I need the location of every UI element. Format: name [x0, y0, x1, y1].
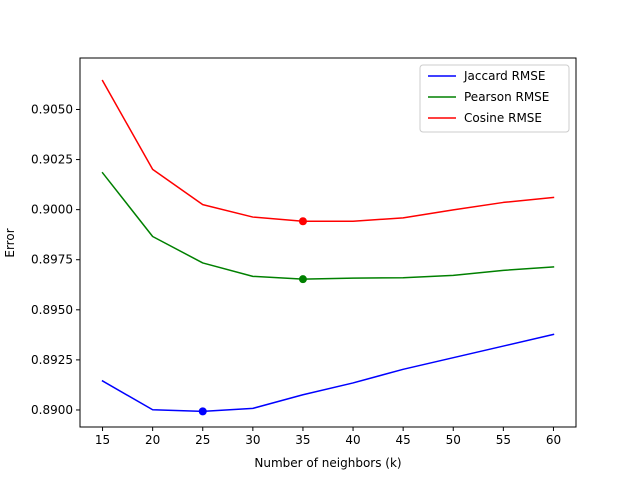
x-tick-label: 15 [95, 433, 110, 447]
y-tick-label: 0.8900 [31, 403, 73, 417]
min-marker-pearson-rmse [298, 275, 307, 284]
y-tick-label: 0.8975 [31, 253, 73, 267]
axes [79, 57, 577, 428]
series-line-pearson-rmse [101, 171, 555, 280]
y-tick-label: 0.9000 [31, 203, 73, 217]
legend-box [419, 64, 570, 133]
x-axis-label: Number of neighbors (k) [254, 456, 401, 470]
x-tick-label: 45 [396, 433, 411, 447]
plot-area [101, 79, 555, 416]
x-tick-label: 50 [446, 433, 461, 447]
x-tick-label: 60 [546, 433, 561, 447]
axes-frame [79, 57, 577, 428]
legend: Jaccard RMSE Pearson RMSE Cosine RMSE [419, 64, 570, 133]
min-marker-cosine-rmse [298, 217, 307, 226]
x-axis-ticks: 15 20 25 30 35 40 45 50 55 60 [95, 427, 561, 447]
series-line-cosine-rmse [101, 79, 555, 223]
y-tick-label: 0.9050 [31, 102, 73, 116]
legend-label-cosine-rmse: Cosine RMSE [464, 111, 542, 125]
y-axis-label: Error [3, 228, 17, 257]
legend-label-jaccard-rmse: Jaccard RMSE [463, 69, 546, 83]
y-axis-ticks: 0.8900 0.8925 0.8950 0.8975 0.9000 0.9025 0.90… [31, 102, 80, 417]
y-tick-label: 0.8925 [31, 353, 73, 367]
legend-label-pearson-rmse: Pearson RMSE [464, 90, 549, 104]
x-tick-label: 55 [496, 433, 511, 447]
min-marker-jaccard-rmse [198, 407, 207, 416]
x-tick-label: 20 [145, 433, 160, 447]
x-tick-label: 25 [195, 433, 210, 447]
y-tick-label: 0.9025 [31, 153, 73, 167]
series-line-jaccard-rmse [101, 333, 555, 413]
x-tick-label: 40 [345, 433, 360, 447]
y-tick-label: 0.8950 [31, 303, 73, 317]
x-tick-label: 35 [295, 433, 310, 447]
x-tick-label: 30 [245, 433, 260, 447]
